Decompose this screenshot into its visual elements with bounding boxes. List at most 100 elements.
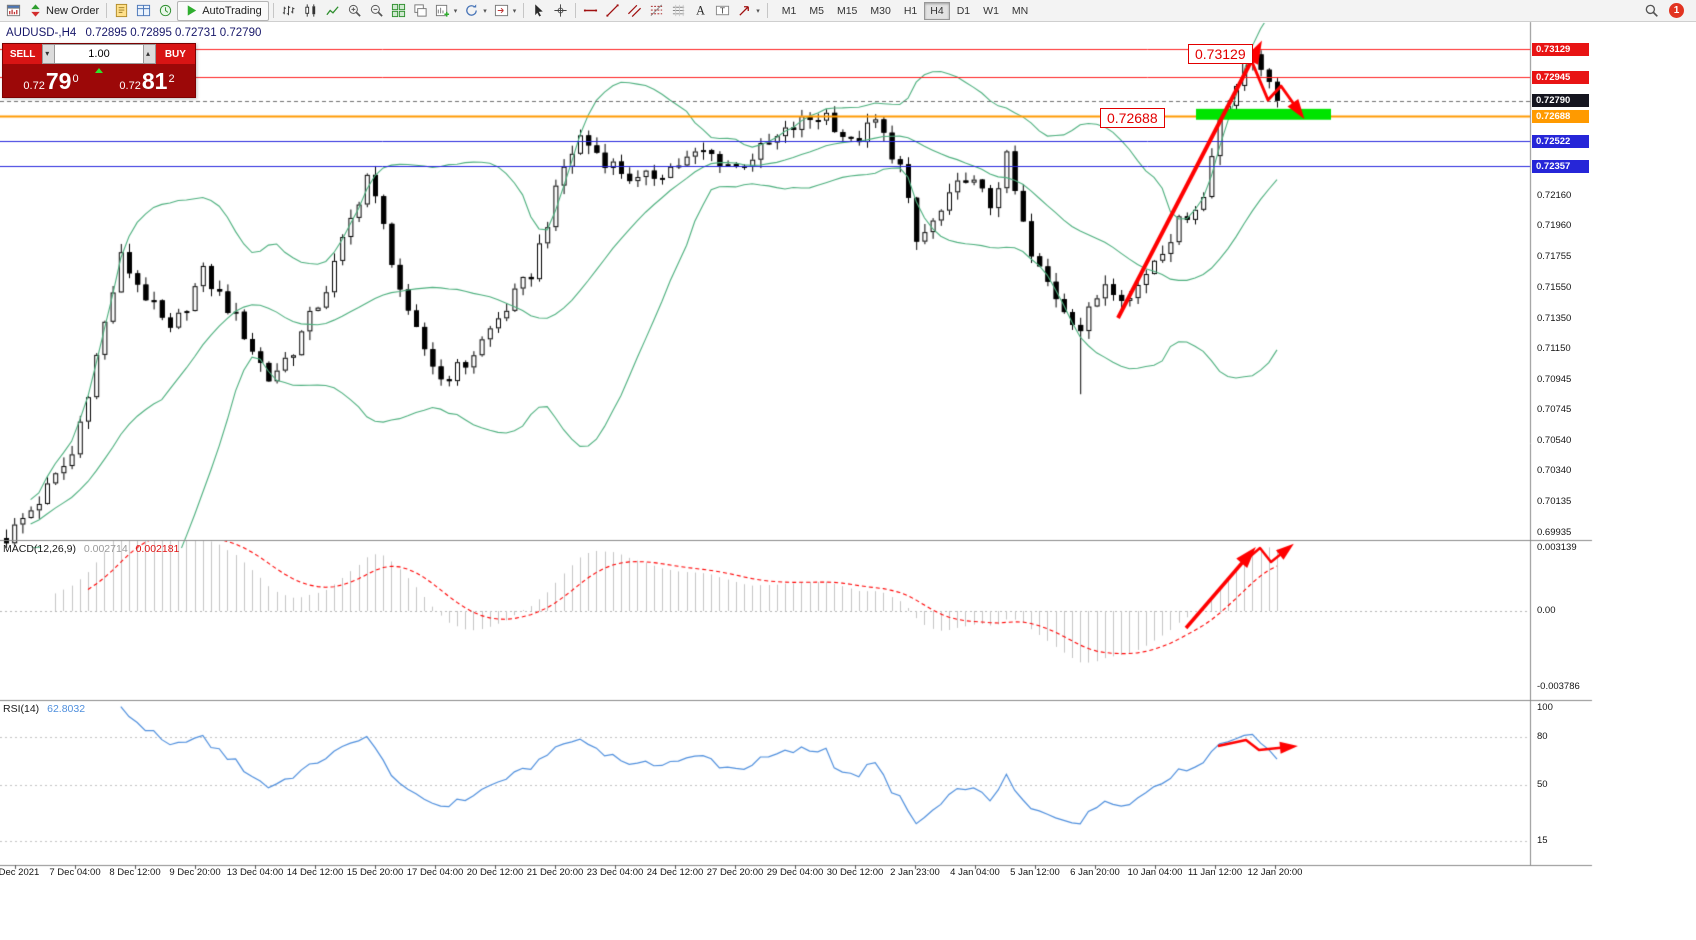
one-click-trading-panel: SELL BUY 0.72 79 0 0.72 81 2	[2, 43, 196, 98]
cascade-windows-button[interactable]	[410, 1, 431, 21]
timeframe-mn-button[interactable]: MN	[1006, 2, 1034, 20]
toolbar-separator	[523, 3, 525, 18]
buy-button[interactable]: BUY	[155, 44, 195, 64]
tile-windows-button[interactable]	[388, 1, 409, 21]
sell-price-sup: 0	[72, 72, 79, 85]
timeframe-m1-button[interactable]: M1	[776, 2, 803, 20]
volume-increase-button[interactable]	[143, 44, 156, 64]
data-window-button[interactable]	[133, 1, 154, 21]
notification-badge[interactable]: 1	[1669, 3, 1684, 18]
crosshair-icon	[554, 4, 567, 17]
profiles-button[interactable]	[461, 1, 490, 21]
equidistant-channel-icon	[628, 4, 642, 18]
new-order-icon	[31, 4, 40, 17]
buy-price[interactable]: 0.72 81 2	[99, 66, 195, 96]
buy-price-prefix: 0.72	[119, 79, 141, 92]
new-chart-icon	[435, 4, 449, 17]
autotrading-label: AutoTrading	[202, 4, 262, 17]
timeframe-m30-button[interactable]: M30	[864, 2, 896, 20]
search-button[interactable]	[1641, 1, 1662, 21]
timeframe-group: M1 M5 M15 M30 H1 H4 D1 W1 MN	[776, 1, 1034, 20]
timeframe-w1-button[interactable]: W1	[977, 2, 1005, 20]
tile-windows-icon	[391, 3, 405, 18]
profiles-cycle-icon	[466, 4, 478, 16]
horizontal-line-tool-button[interactable]	[580, 1, 601, 21]
timeframe-h4-button[interactable]: H4	[924, 1, 950, 20]
candlestick-chart-button[interactable]	[300, 1, 321, 21]
toolbar-right-group: 1	[1641, 1, 1693, 21]
chart-window-icon	[6, 4, 21, 17]
bar-chart-icon	[282, 5, 295, 16]
grid-icon	[673, 4, 685, 17]
rsi-value: 62.8032	[47, 703, 86, 715]
objects-list-button[interactable]	[668, 1, 689, 21]
new-chart-button[interactable]	[432, 1, 461, 21]
support-price-label[interactable]: 0.72688	[1100, 108, 1165, 128]
rsi-name: RSI(14)	[3, 703, 40, 715]
macd-main-value: 0.002714	[83, 543, 128, 555]
zoom-out-button[interactable]	[366, 1, 387, 21]
cursor-button[interactable]	[528, 1, 549, 21]
volume-input[interactable]	[55, 44, 143, 64]
toolbar-separator	[106, 3, 108, 18]
crosshair-button[interactable]	[550, 1, 571, 21]
sell-price[interactable]: 0.72 79 0	[3, 66, 99, 96]
scripts-icon	[116, 3, 128, 18]
timeframe-m5-button[interactable]: M5	[803, 2, 830, 20]
svg-text:A: A	[696, 4, 705, 18]
scripts-button[interactable]	[111, 1, 132, 21]
cascade-windows-icon	[414, 4, 427, 17]
macd-name: MACD(12,26,9)	[3, 543, 76, 555]
chart-ohlc-values: 0.72895 0.72895 0.72731 0.72790	[85, 27, 262, 39]
toolbar-separator	[575, 3, 577, 18]
sell-button[interactable]: SELL	[3, 44, 43, 64]
text-tool-button[interactable]: A	[690, 1, 711, 21]
timeframe-d1-button[interactable]: D1	[951, 2, 976, 20]
zoom-in-button[interactable]	[344, 1, 365, 21]
data-window-icon	[137, 4, 151, 17]
horizontal-line-icon	[584, 9, 598, 12]
text-label-tool-button[interactable]: T	[712, 1, 733, 21]
arrows-tool-button[interactable]	[734, 1, 763, 21]
toolbar: New Order AutoTrading	[0, 0, 1696, 22]
buy-price-big: 81	[141, 67, 168, 94]
arrow-tool-icon	[739, 6, 750, 16]
experts-icon	[160, 4, 172, 17]
resistance-price-label[interactable]: 0.73129	[1188, 44, 1253, 64]
macd-signal-value: 0.002181	[135, 543, 180, 555]
bar-chart-button[interactable]	[278, 1, 299, 21]
new-order-button[interactable]: New Order	[25, 1, 102, 21]
tick-direction-icon	[95, 68, 103, 73]
svg-text:T: T	[720, 5, 725, 15]
experts-button[interactable]	[155, 1, 176, 21]
autotrading-button[interactable]: AutoTrading	[177, 0, 269, 21]
window-menu-button[interactable]	[3, 1, 24, 21]
candlestick-chart-icon	[305, 4, 315, 17]
sell-price-big: 79	[45, 67, 72, 94]
toolbar-separator	[766, 3, 768, 18]
timeframe-h1-button[interactable]: H1	[898, 2, 923, 20]
text-icon: A	[696, 4, 705, 18]
line-chart-button[interactable]	[322, 1, 343, 21]
text-label-icon: T	[716, 5, 730, 15]
fibonacci-tool-button[interactable]	[646, 1, 667, 21]
trendline-icon	[606, 4, 619, 17]
channel-tool-button[interactable]	[624, 1, 645, 21]
chart-shift-button[interactable]	[491, 1, 520, 21]
trendline-tool-button[interactable]	[602, 1, 623, 21]
search-icon	[1645, 4, 1658, 17]
one-click-price-row: 0.72 79 0 0.72 81 2	[3, 64, 195, 97]
volume-decrease-button[interactable]	[42, 44, 55, 64]
rsi-label: RSI(14) 62.8032	[3, 703, 85, 715]
timeframe-m15-button[interactable]: M15	[831, 2, 863, 20]
zoom-out-icon	[370, 4, 383, 17]
autotrading-icon	[187, 5, 197, 16]
chart-shift-icon	[494, 4, 508, 17]
toolbar-separator	[272, 3, 274, 18]
sell-price-prefix: 0.72	[23, 79, 45, 92]
chart-symbol-period: AUDUSD-,H4	[6, 27, 77, 39]
cursor-icon	[535, 4, 543, 17]
chart-title: AUDUSD-,H4 0.72895 0.72895 0.72731 0.727…	[6, 27, 261, 39]
